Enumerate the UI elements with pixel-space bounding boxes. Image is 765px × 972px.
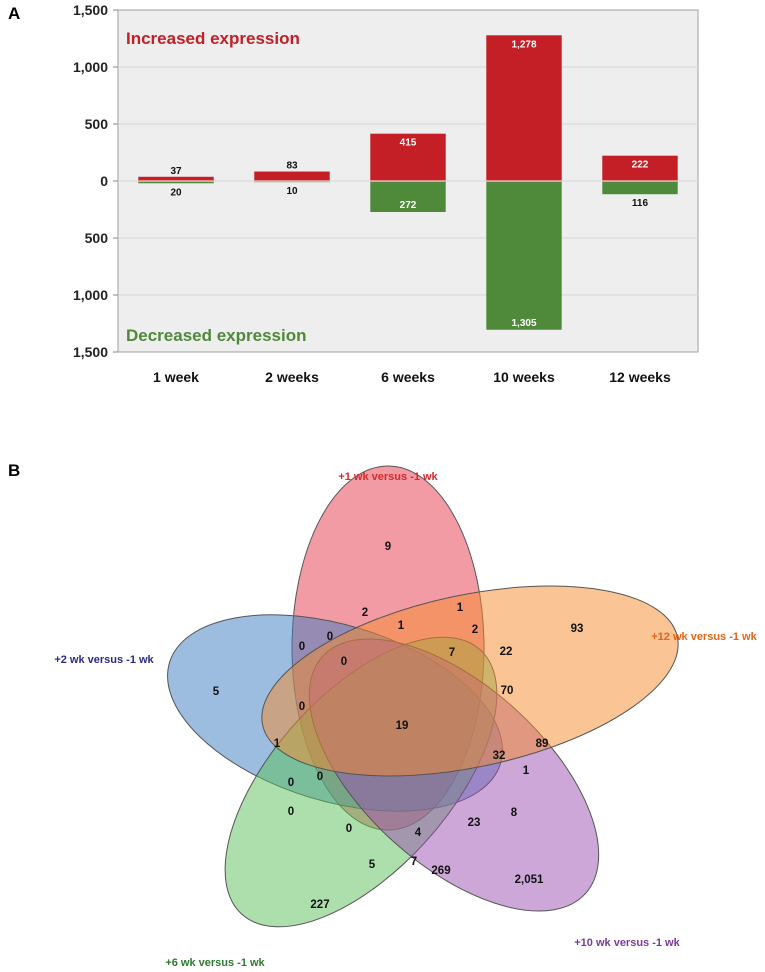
bar-increased [486, 35, 562, 181]
venn-region-count: 7 [411, 856, 417, 868]
venn-region-count: 0 [288, 777, 294, 789]
panel-a-letter: A [8, 4, 21, 23]
x-category-label: 12 weeks [609, 369, 671, 385]
data-label-increased: 222 [632, 160, 649, 171]
y-tick-label: 500 [85, 230, 109, 246]
data-label-decreased: 272 [400, 200, 417, 211]
venn-region-count: 0 [317, 771, 323, 783]
venn-region-count: 89 [536, 738, 549, 750]
venn-region-count: 1 [457, 602, 464, 614]
venn-set-label: +6 wk versus -1 wk [165, 957, 265, 969]
venn-region-count: 0 [327, 631, 333, 643]
data-label-decreased: 20 [170, 187, 182, 198]
venn-region-count: 19 [396, 720, 409, 732]
data-label-increased: 83 [286, 161, 298, 172]
venn-region-count: 0 [299, 641, 305, 653]
data-label-decreased: 10 [286, 186, 298, 197]
venn-diagram: +1 wk versus -1 wk +2 wk versus -1 wk +6 w… [54, 465, 758, 969]
annotation-increased: Increased expression [126, 29, 300, 48]
bar-decreased [370, 181, 446, 213]
bar-increased [602, 155, 678, 181]
annotation-decreased: Decreased expression [126, 326, 307, 345]
venn-region-count: 8 [511, 807, 518, 819]
y-tick-label: 1,500 [73, 2, 108, 18]
data-label-decreased: 116 [632, 198, 649, 209]
data-label-increased: 37 [170, 166, 182, 177]
venn-region-count: 0 [288, 806, 294, 818]
venn-region-count: 1 [274, 738, 281, 750]
y-tick-label: 0 [100, 173, 108, 189]
bar-decreased [254, 181, 330, 183]
venn-region-count: 1 [523, 765, 530, 777]
y-tick-label: 1,000 [73, 287, 108, 303]
venn-set-label: +12 wk versus -1 wk [651, 631, 757, 643]
venn-region-count: 32 [493, 750, 506, 762]
y-tick-label: 500 [85, 116, 109, 132]
venn-region-count: 22 [500, 646, 513, 658]
venn-region-count: 0 [341, 656, 347, 668]
venn-region-count: 227 [310, 899, 329, 911]
venn-region-count: 2 [472, 624, 478, 636]
venn-region-count: 9 [385, 541, 391, 553]
venn-region-count: 23 [468, 817, 481, 829]
bar-increased [138, 176, 214, 181]
data-label-increased: 1,278 [511, 39, 536, 50]
venn-region-count: 2,051 [515, 874, 544, 886]
venn-region-count: 4 [415, 827, 422, 839]
venn-region-count: 269 [431, 865, 450, 877]
y-tick-label: 1,000 [73, 59, 108, 75]
venn-region-count: 0 [299, 701, 305, 713]
panel-b-letter: B [8, 461, 21, 480]
y-tick-label: 1,500 [73, 344, 108, 360]
venn-region-count: 70 [501, 685, 514, 697]
x-category-label: 1 week [153, 369, 199, 385]
venn-region-count: 2 [362, 607, 368, 619]
venn-region-count: 5 [369, 859, 376, 871]
x-category-label: 6 weeks [381, 369, 435, 385]
venn-region-count: 5 [213, 686, 220, 698]
bar-decreased [138, 181, 214, 184]
bar-chart: 1,500 1,000 500 0 500 1,000 1,500 37 20 1 week 83 1… [73, 2, 699, 385]
bar-increased [254, 171, 330, 181]
data-label-decreased: 1,305 [511, 318, 536, 329]
venn-set-label: +10 wk versus -1 wk [574, 937, 680, 949]
x-category-label: 2 weeks [265, 369, 319, 385]
venn-region-count: 7 [449, 647, 455, 659]
venn-set-ellipse [261, 585, 679, 777]
venn-region-count: 0 [346, 823, 352, 835]
venn-region-count: 93 [571, 623, 584, 635]
venn-set-label: +1 wk versus -1 wk [338, 471, 438, 483]
bar-increased [370, 133, 446, 181]
bar-decreased [602, 181, 678, 195]
x-category-label: 10 weeks [493, 369, 555, 385]
data-label-increased: 415 [400, 138, 417, 149]
venn-set-label: +2 wk versus -1 wk [54, 654, 154, 666]
venn-region-count: 1 [398, 620, 405, 632]
bar-decreased [486, 181, 562, 330]
